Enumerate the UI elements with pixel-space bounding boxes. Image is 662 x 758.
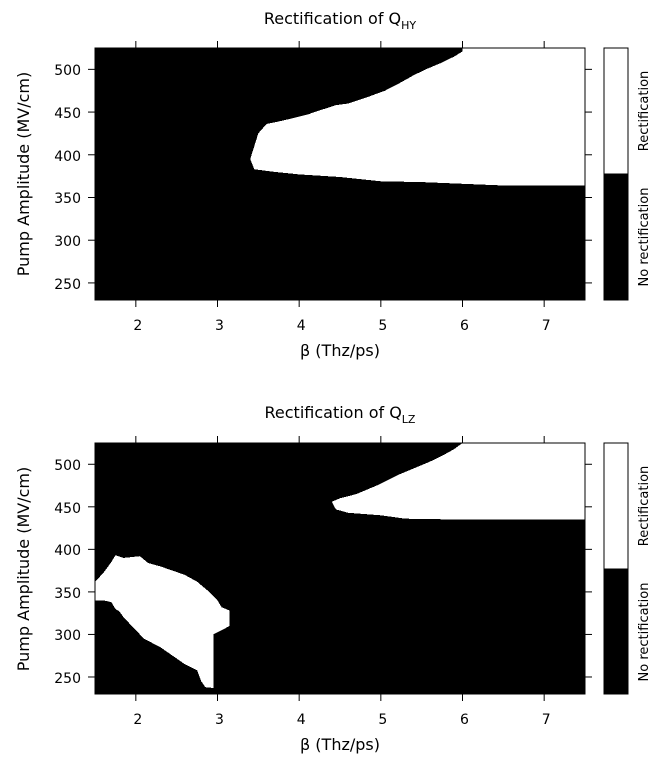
y-tick-labels-hy: 250 300 350 400 450 500 (54, 63, 81, 293)
rectification-region-1 (331, 443, 585, 520)
y-axis-label-lz: Pump Amplitude (MV/cm) (14, 467, 33, 671)
rectification-regions-lz (95, 443, 585, 688)
y-tick-label: 400 (54, 543, 81, 559)
colorbar-lz: Rectification No rectification (603, 442, 652, 695)
colorbar-label-rectification: Rectification (637, 466, 652, 547)
y-axis-label-hy: Pump Amplitude (MV/cm) (14, 72, 33, 276)
y-tick-label: 450 (54, 106, 81, 122)
plot-frame-lz (94, 442, 586, 695)
y-tick-label: 400 (54, 149, 81, 165)
colorbar-label-rectification: Rectification (637, 71, 652, 152)
y-tick-label: 250 (54, 671, 81, 687)
x-tick-label: 3 (215, 712, 224, 728)
colorbar-frame (603, 47, 629, 301)
x-tick-labels-lz: 2 3 4 5 6 7 (133, 712, 550, 728)
chart-title-lz: Rectification of QLZ (265, 403, 416, 426)
x-tick-label: 7 (542, 318, 551, 334)
y-tick-label: 350 (54, 586, 81, 602)
x-tick-label: 4 (297, 712, 306, 728)
y-tick-label: 300 (54, 234, 81, 250)
x-tick-label: 2 (133, 318, 142, 334)
y-tick-label: 450 (54, 501, 81, 517)
colorbar-hy: Rectification No rectification (603, 47, 652, 301)
plot-frame-hy (94, 47, 586, 301)
x-tick-label: 4 (297, 318, 306, 334)
colorbar-no-rectification-swatch (604, 569, 628, 694)
y-ticks-lz (88, 463, 592, 678)
x-tick-label: 5 (378, 712, 387, 728)
x-ticks-lz (135, 436, 545, 701)
x-ticks-hy (135, 41, 545, 307)
x-tick-label: 5 (378, 318, 387, 334)
colorbar-rectification-swatch (603, 442, 629, 570)
x-tick-label: 6 (460, 712, 469, 728)
rectification-region-2 (95, 555, 230, 688)
colorbar-frame (603, 442, 629, 695)
x-axis-label-hy: β (Thz/ps) (300, 341, 380, 360)
y-tick-label: 300 (54, 628, 81, 644)
colorbar-rectification-swatch (603, 47, 629, 175)
colorbar-label-no-rectification: No rectification (637, 583, 652, 682)
x-tick-labels-hy: 2 3 4 5 6 7 (133, 318, 550, 334)
y-tick-label: 500 (54, 63, 81, 79)
x-tick-label: 6 (460, 318, 469, 334)
colorbar-no-rectification-swatch (604, 174, 628, 300)
y-ticks-hy (88, 68, 592, 284)
x-axis-label-lz: β (Thz/ps) (300, 735, 380, 754)
y-tick-labels-lz: 250 300 350 400 450 500 (54, 458, 81, 687)
y-tick-label: 350 (54, 191, 81, 207)
rectification-regions-hy (250, 48, 585, 186)
x-tick-label: 7 (542, 712, 551, 728)
x-tick-label: 2 (133, 712, 142, 728)
y-tick-label: 250 (54, 277, 81, 293)
chart-panel-lz: Rectification of QLZ 2 3 4 5 6 7 250 300… (14, 403, 652, 754)
colorbar-label-no-rectification: No rectification (637, 188, 652, 287)
x-tick-label: 3 (215, 318, 224, 334)
chart-panel-hy: Rectification of QHY 2 3 4 5 6 7 250 300… (14, 9, 652, 360)
chart-title-hy: Rectification of QHY (264, 9, 417, 32)
rectification-region-1 (250, 48, 585, 186)
y-tick-label: 500 (54, 458, 81, 474)
